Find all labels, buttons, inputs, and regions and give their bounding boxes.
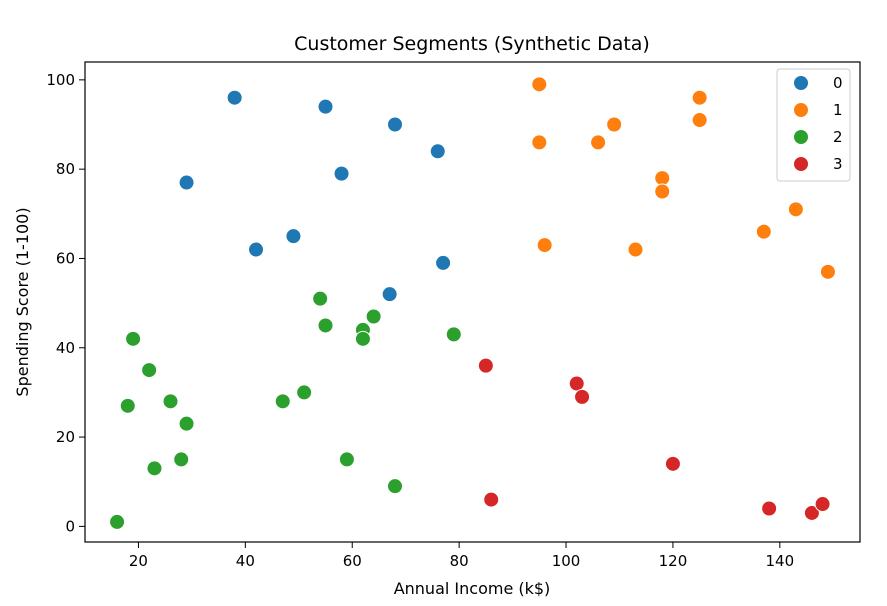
data-point-cluster-0: [226, 89, 243, 106]
plot-frame: [84, 61, 861, 543]
data-point-cluster-0: [248, 241, 265, 258]
data-point-cluster-2: [146, 460, 163, 477]
data-point-cluster-0: [178, 174, 195, 191]
points-layer: [109, 76, 836, 530]
data-point-cluster-2: [173, 451, 190, 468]
data-point-cluster-0: [333, 165, 350, 182]
data-point-cluster-0: [317, 98, 334, 115]
data-point-cluster-3: [761, 500, 778, 517]
data-point-cluster-1: [691, 112, 708, 129]
y-tick-label: 0: [65, 517, 75, 535]
x-axis-ticks: 20 40 60 80 100 120 140: [129, 542, 794, 570]
y-axis-label: Spending Score (1-100): [13, 207, 32, 396]
legend-marker-0: [793, 75, 809, 91]
x-tick-label: 140: [766, 552, 795, 570]
data-point-cluster-2: [125, 330, 142, 347]
data-point-cluster-2: [178, 415, 195, 432]
x-tick-label: 40: [236, 552, 255, 570]
data-point-cluster-3: [483, 491, 500, 508]
data-point-cluster-1: [691, 89, 708, 106]
data-point-cluster-0: [429, 143, 446, 160]
data-point-cluster-1: [531, 76, 548, 93]
data-point-cluster-2: [445, 326, 462, 343]
data-point-cluster-2: [274, 393, 291, 410]
y-tick-label: 40: [56, 339, 75, 357]
data-point-cluster-1: [606, 116, 623, 133]
data-point-cluster-2: [109, 513, 126, 530]
legend-marker-1: [793, 102, 809, 118]
x-axis-label: Annual Income (k$): [394, 579, 551, 598]
y-tick-label: 60: [56, 249, 75, 267]
data-point-cluster-2: [119, 397, 136, 414]
y-tick-label: 80: [56, 160, 75, 178]
data-point-cluster-1: [787, 201, 804, 218]
data-point-cluster-2: [312, 290, 329, 307]
data-point-cluster-1: [536, 237, 553, 254]
legend-box: [776, 68, 851, 182]
data-point-cluster-0: [435, 254, 452, 271]
data-point-cluster-2: [338, 451, 355, 468]
data-point-cluster-2: [141, 362, 158, 379]
data-point-cluster-2: [296, 384, 313, 401]
x-tick-label: 120: [659, 552, 688, 570]
data-point-cluster-1: [819, 263, 836, 280]
data-point-cluster-3: [574, 388, 591, 405]
data-point-cluster-1: [627, 241, 644, 258]
data-point-cluster-2: [387, 478, 403, 495]
data-point-cluster-3: [568, 375, 585, 392]
data-point-cluster-3: [814, 496, 831, 513]
x-tick-label: 100: [552, 552, 581, 570]
data-point-cluster-3: [664, 455, 681, 472]
data-point-cluster-3: [477, 357, 494, 374]
y-tick-label: 20: [56, 428, 75, 446]
legend-label-3: 3: [833, 155, 843, 173]
x-tick-label: 60: [343, 552, 362, 570]
x-tick-label: 20: [129, 552, 148, 570]
data-point-cluster-3: [803, 504, 820, 521]
data-point-cluster-1: [590, 134, 607, 151]
data-point-cluster-0: [381, 286, 398, 303]
data-point-cluster-1: [654, 170, 671, 187]
chart-title: Customer Segments (Synthetic Data): [294, 33, 650, 55]
y-axis-ticks: 0 20 40 60 80 100: [46, 71, 85, 535]
legend-label-1: 1: [833, 101, 843, 119]
legend-marker-3: [793, 156, 809, 172]
data-point-cluster-2: [317, 317, 334, 334]
data-point-cluster-1: [654, 183, 671, 200]
y-tick-label: 100: [46, 71, 75, 89]
data-point-cluster-0: [387, 116, 403, 133]
legend-label-0: 0: [833, 74, 843, 92]
data-point-cluster-1: [755, 223, 772, 240]
data-point-cluster-2: [354, 330, 371, 347]
data-point-cluster-2: [365, 308, 382, 325]
legend-label-2: 2: [833, 128, 843, 146]
legend: 0 1 2 3: [776, 68, 851, 182]
legend-marker-2: [793, 129, 809, 145]
x-tick-label: 80: [450, 552, 469, 570]
data-point-cluster-2: [162, 393, 179, 410]
data-point-cluster-0: [285, 228, 302, 245]
data-point-cluster-1: [531, 134, 548, 151]
